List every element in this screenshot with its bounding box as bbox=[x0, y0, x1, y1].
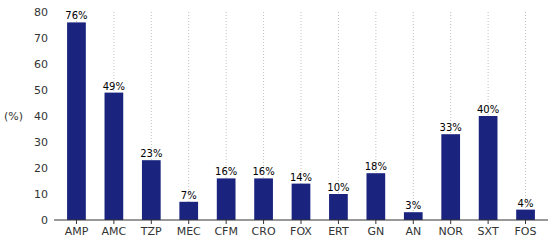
x-tick-label: AMC bbox=[102, 225, 127, 238]
data-label: 16% bbox=[215, 166, 237, 177]
y-axis: 0 10 20 30 40 50 60 70 80 bbox=[34, 6, 48, 227]
y-axis-label: (%) bbox=[4, 110, 23, 123]
x-tick bbox=[151, 220, 152, 224]
bar bbox=[479, 116, 498, 220]
data-label: 14% bbox=[290, 172, 312, 183]
bar bbox=[441, 134, 460, 220]
x-tick bbox=[188, 220, 189, 224]
bar bbox=[366, 173, 385, 220]
data-labels: 76% 49% 23% 7% 16% 16% 14% 10% 18% 3% 33% 40% 4% bbox=[65, 10, 533, 211]
chart-container: 76%49%23%7%16%16%14%10%18%3%33%40%4%AMPA… bbox=[0, 0, 558, 246]
x-tick bbox=[413, 220, 414, 224]
bar bbox=[142, 160, 161, 220]
x-tick bbox=[375, 220, 376, 224]
x-tick bbox=[301, 220, 302, 224]
chart: 76%49%23%7%16%16%14%10%18%3%33%40%4%AMPA… bbox=[0, 0, 558, 246]
data-label: 23% bbox=[140, 148, 162, 159]
x-tick bbox=[226, 220, 227, 224]
x-tick-label: GN bbox=[367, 225, 384, 238]
grid-line bbox=[188, 12, 189, 220]
bar bbox=[254, 178, 273, 220]
y-tick-label: 30 bbox=[34, 136, 48, 149]
data-label: 3% bbox=[405, 200, 421, 211]
x-tick-label: AN bbox=[405, 225, 421, 238]
grid bbox=[76, 12, 525, 220]
grid-line bbox=[413, 12, 414, 220]
grid-line bbox=[525, 12, 526, 220]
data-label: 40% bbox=[477, 104, 499, 115]
bar bbox=[179, 202, 198, 220]
x-tick-label: FOS bbox=[515, 225, 537, 238]
x-tick bbox=[338, 220, 339, 224]
x-tick bbox=[450, 220, 451, 224]
x-tick bbox=[488, 220, 489, 224]
bar bbox=[404, 212, 423, 220]
x-tick-label: SXT bbox=[478, 225, 499, 238]
data-label: 49% bbox=[103, 81, 125, 92]
x-tick-label: FOX bbox=[290, 225, 312, 238]
bar bbox=[217, 178, 236, 220]
data-label: 76% bbox=[65, 10, 87, 21]
data-label: 16% bbox=[252, 166, 274, 177]
data-label: 7% bbox=[181, 190, 197, 201]
bar bbox=[105, 93, 124, 220]
bar bbox=[516, 210, 535, 220]
y-tick-label: 60 bbox=[34, 58, 48, 71]
y-tick-label: 10 bbox=[34, 188, 48, 201]
bar bbox=[292, 184, 311, 220]
y-tick-label: 80 bbox=[34, 6, 48, 19]
data-label: 18% bbox=[365, 161, 387, 172]
x-tick-label: MEC bbox=[177, 225, 201, 238]
x-tick-label: NOR bbox=[438, 225, 463, 238]
y-tick-label: 0 bbox=[41, 214, 48, 227]
data-label: 10% bbox=[327, 182, 349, 193]
data-label: 4% bbox=[518, 198, 534, 209]
bar bbox=[67, 22, 86, 220]
y-tick-label: 50 bbox=[34, 84, 48, 97]
x-tick-label: AMP bbox=[65, 225, 89, 238]
x-tick-label: CFM bbox=[214, 225, 238, 238]
x-tick bbox=[113, 220, 114, 224]
x-axis: AMP AMC TZP MEC CFM CRO FOX ERT GN AN NOR SXT FOS bbox=[65, 220, 537, 238]
y-tick-label: 40 bbox=[34, 110, 48, 123]
data-label: 33% bbox=[440, 122, 462, 133]
x-tick bbox=[525, 220, 526, 224]
x-tick bbox=[263, 220, 264, 224]
x-tick-label: TZP bbox=[140, 225, 162, 238]
y-tick-label: 20 bbox=[34, 162, 48, 175]
bars bbox=[67, 22, 535, 220]
y-tick-label: 70 bbox=[34, 32, 48, 45]
x-tick-label: CRO bbox=[252, 225, 276, 238]
x-tick bbox=[76, 220, 77, 224]
bar bbox=[329, 194, 348, 220]
x-tick-label: ERT bbox=[328, 225, 349, 238]
